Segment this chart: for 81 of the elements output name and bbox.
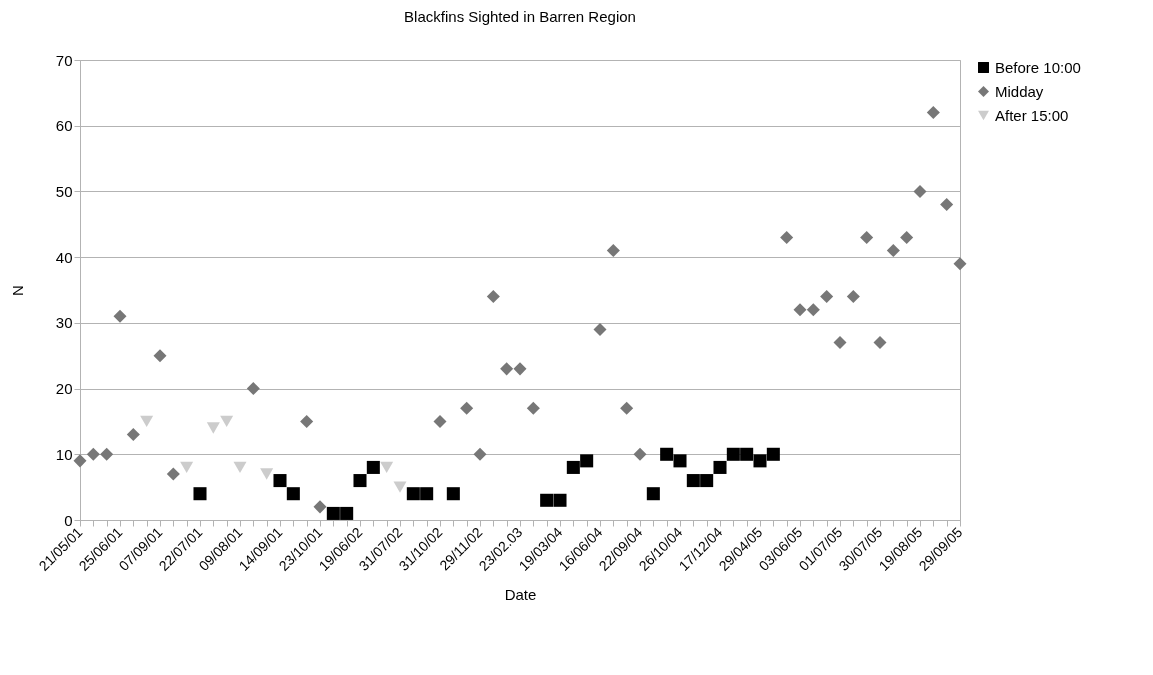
point [406, 487, 420, 501]
point [620, 401, 634, 415]
legend-label: Midday [995, 82, 1044, 100]
point [286, 487, 300, 501]
point [553, 493, 567, 507]
point [540, 493, 554, 507]
point [753, 454, 767, 468]
legend-label: Before 10:00 [995, 58, 1081, 76]
y-tick-label: 60 [55, 117, 73, 135]
point [726, 447, 740, 461]
point [340, 506, 354, 520]
point [313, 500, 327, 514]
chart-title: Blackfins Sighted in Barren Region [404, 8, 636, 25]
y-tick-label: 50 [55, 182, 73, 200]
point [860, 230, 874, 244]
point [886, 244, 900, 258]
point [633, 447, 647, 461]
point [673, 454, 687, 468]
point [900, 230, 914, 244]
point [566, 460, 580, 474]
y-tick-label: 40 [55, 248, 73, 266]
point [180, 461, 194, 474]
y-tick-label: 20 [55, 380, 73, 398]
point [580, 454, 594, 468]
point [193, 487, 207, 501]
point [686, 474, 700, 488]
point [873, 336, 887, 350]
point [953, 257, 967, 271]
point [833, 336, 847, 350]
point [646, 487, 660, 501]
x-axis-title: Date [504, 585, 537, 603]
point [153, 349, 167, 363]
y-tick-label: 70 [55, 51, 73, 69]
legend-label: After 15:00 [995, 106, 1069, 124]
point [940, 198, 954, 212]
point [473, 447, 487, 461]
point [353, 474, 367, 488]
point [460, 401, 474, 415]
point [433, 414, 447, 428]
point [700, 474, 714, 488]
point [913, 184, 927, 198]
point [660, 447, 674, 461]
point [793, 303, 807, 317]
point [300, 414, 314, 428]
point [86, 447, 100, 461]
point [513, 362, 527, 376]
point [806, 303, 820, 317]
point [486, 290, 500, 304]
point [713, 460, 727, 474]
point [166, 467, 180, 481]
y-tick-label: 0 [64, 511, 73, 529]
point [420, 487, 434, 501]
point [260, 468, 274, 480]
point [846, 290, 860, 304]
point [380, 461, 394, 474]
point [73, 454, 87, 468]
point [326, 506, 340, 520]
point [273, 474, 287, 488]
point [526, 401, 540, 415]
y-axis-title: N [8, 285, 26, 296]
point [246, 382, 260, 396]
point [740, 447, 754, 461]
point [820, 290, 834, 304]
point [446, 487, 460, 501]
point [593, 322, 607, 336]
point [220, 415, 234, 428]
point [100, 447, 114, 461]
point [766, 447, 780, 461]
point [500, 362, 514, 376]
y-tick-label: 10 [55, 445, 73, 463]
point [126, 428, 140, 442]
point [366, 460, 380, 474]
point [780, 230, 794, 244]
point [606, 244, 620, 258]
point [233, 461, 247, 474]
point [926, 106, 940, 120]
point [113, 309, 127, 323]
y-tick-label: 30 [55, 314, 73, 332]
point [206, 422, 220, 434]
point [393, 481, 407, 493]
point [140, 415, 154, 428]
